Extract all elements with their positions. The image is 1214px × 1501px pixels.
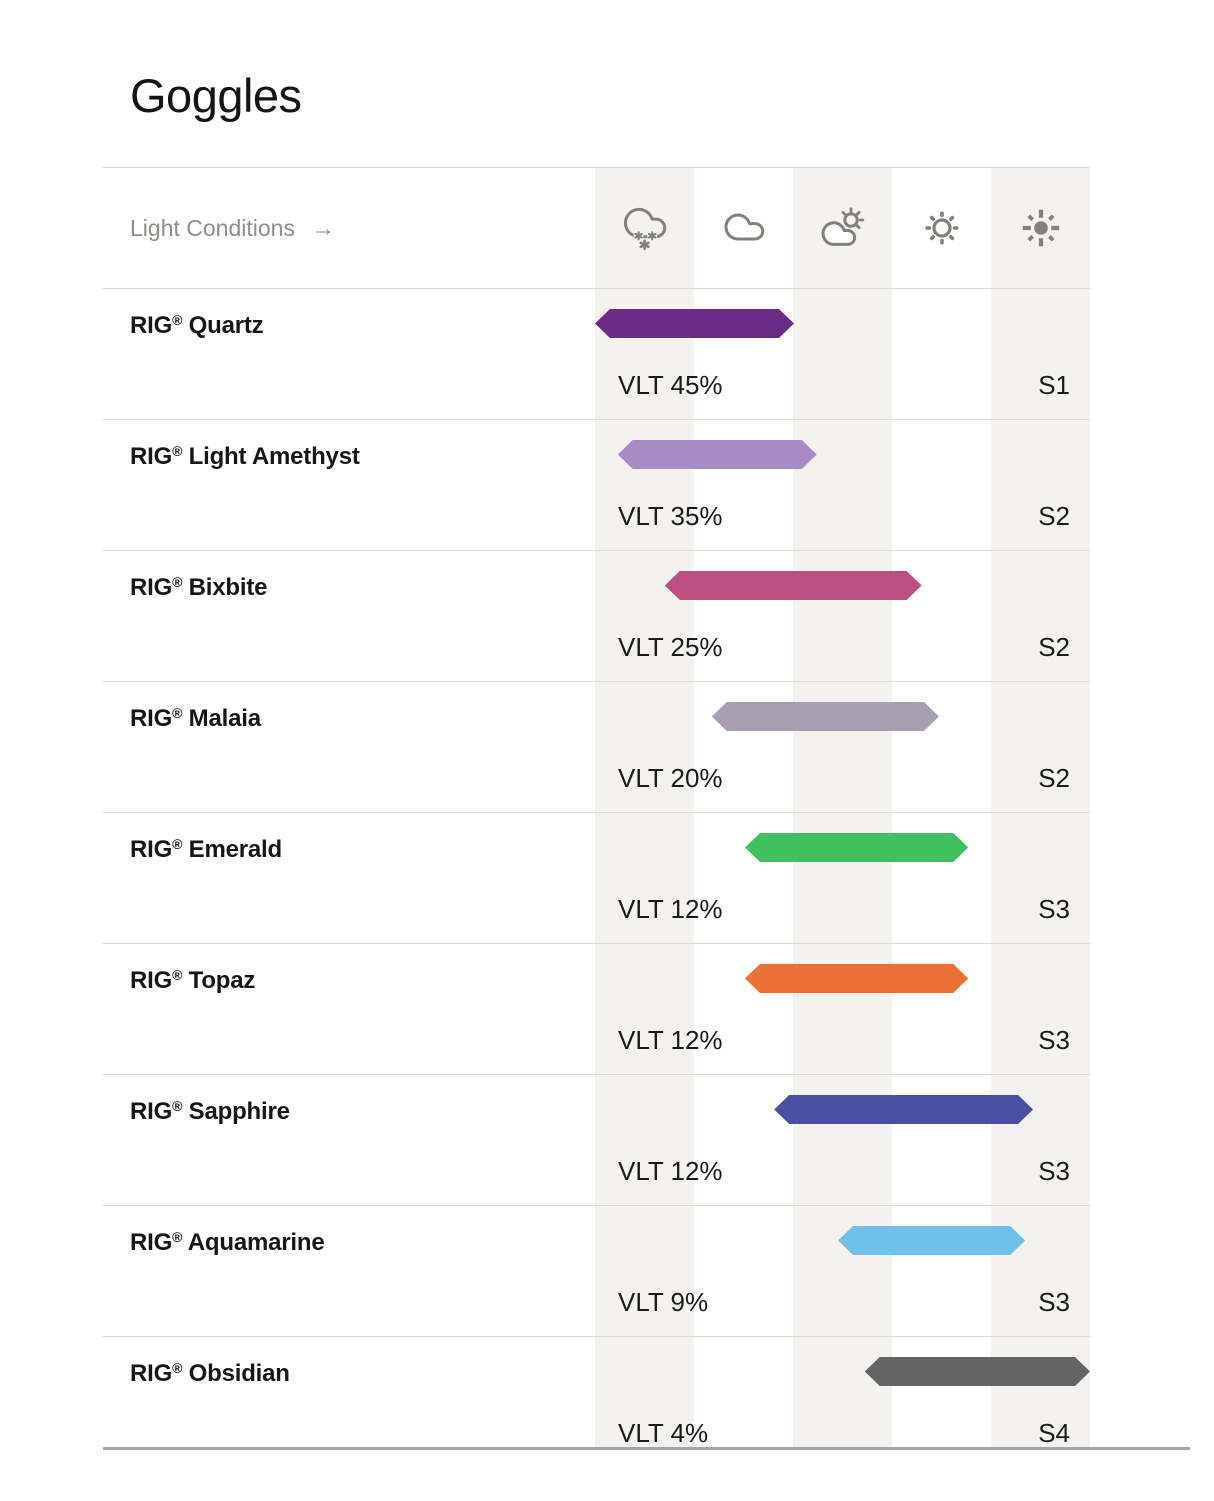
model-text: Malaia [182,705,261,732]
light-conditions-label: Light Conditions [130,215,295,241]
registered-mark: ® [172,705,183,721]
page-title: Goggles [130,69,302,122]
model-text: Emerald [182,836,283,863]
brand-text: RIG [130,836,173,863]
light-range-bar [595,309,794,338]
light-range-bar [665,571,922,600]
model-text: Light Amethyst [182,443,360,470]
vlt-value: VLT 12% [618,894,723,924]
vlt-value: VLT 35% [618,501,723,531]
vlt-value: VLT 9% [618,1287,709,1317]
registered-mark: ® [172,443,183,459]
brand-text: RIG [130,574,173,601]
goggle-name: RIG® Light Amethyst [130,442,360,474]
light-range-bar [865,1357,1090,1386]
light-range-bar [745,833,968,862]
sun-bright-icon [991,168,1090,288]
brand-text: RIG [130,1229,173,1256]
brand-text: RIG [130,967,173,994]
table-header-row: Light Conditions → [103,168,1090,288]
model-text: Bixbite [182,574,268,601]
protection-rating: S3 [1038,894,1070,924]
goggle-row: RIG® Topaz VLT 12% S3 [103,943,1090,1074]
cloud-snow-icon [595,168,694,288]
goggle-row: RIG® Aquamarine VLT 9% S3 [103,1205,1090,1336]
goggle-name: RIG® Topaz [130,966,255,998]
brand-text: RIG [130,312,173,339]
weather-icon-strip [595,168,1090,288]
light-conditions-table: Light Conditions → RIG® Quartz VLT 45% S1… [103,167,1190,1450]
protection-rating: S3 [1038,1287,1070,1317]
goggle-row: RIG® Quartz VLT 45% S1 [103,288,1090,419]
goggle-row: RIG® Bixbite VLT 25% S2 [103,550,1090,681]
brand-text: RIG [130,705,173,732]
model-text: Obsidian [182,1360,290,1387]
registered-mark: ® [172,574,183,590]
goggle-row: RIG® Light Amethyst VLT 35% S2 [103,419,1090,550]
brand-text: RIG [130,1098,173,1125]
registered-mark: ® [172,312,183,328]
goggle-name: RIG® Aquamarine [130,1228,325,1260]
goggle-name: RIG® Sapphire [130,1097,290,1129]
table-bottom-border [103,1447,1190,1450]
protection-rating: S2 [1038,763,1070,793]
light-range-bar [745,964,968,993]
light-conditions-header: Light Conditions → [130,214,335,242]
vlt-value: VLT 12% [618,1156,723,1186]
vlt-value: VLT 45% [618,370,723,400]
registered-mark: ® [172,1229,183,1245]
goggle-row: RIG® Sapphire VLT 12% S3 [103,1074,1090,1205]
column-stripe-snow [595,168,694,1448]
goggle-rows: RIG® Quartz VLT 45% S1 RIG® Light Amethy… [103,288,1090,1457]
vlt-value: VLT 20% [618,763,723,793]
cloud-icon [694,168,793,288]
sun-icon [892,168,991,288]
vlt-value: VLT 12% [618,1025,723,1055]
brand-text: RIG [130,443,173,470]
model-text: Sapphire [182,1098,290,1125]
model-text: Topaz [182,967,256,994]
vlt-value: VLT 25% [618,632,723,662]
goggle-name: RIG® Bixbite [130,573,267,605]
light-range-bar [774,1095,1033,1124]
registered-mark: ® [172,1360,183,1376]
cloud-sun-icon [793,168,892,288]
goggle-name: RIG® Obsidian [130,1359,290,1391]
goggle-row: RIG® Obsidian VLT 4% S4 [103,1336,1090,1457]
model-text: Aquamarine [182,1229,325,1256]
model-text: Quartz [182,312,264,339]
goggle-name: RIG® Emerald [130,835,282,867]
goggle-row: RIG® Malaia VLT 20% S2 [103,681,1090,812]
protection-rating: S3 [1038,1156,1070,1186]
right-arrow-icon: → [310,215,335,242]
goggle-name: RIG® Quartz [130,311,264,343]
brand-text: RIG [130,1360,173,1387]
light-range-bar [838,1226,1025,1255]
protection-rating: S2 [1038,501,1070,531]
protection-rating: S2 [1038,632,1070,662]
goggle-name: RIG® Malaia [130,704,261,736]
vlt-value: VLT 4% [618,1418,709,1448]
goggle-row: RIG® Emerald VLT 12% S3 [103,812,1090,943]
registered-mark: ® [172,967,183,983]
light-range-bar [618,440,817,469]
protection-rating: S3 [1038,1025,1070,1055]
registered-mark: ® [172,836,183,852]
light-range-bar [712,702,939,731]
protection-rating: S4 [1038,1418,1070,1448]
registered-mark: ® [172,1098,183,1114]
protection-rating: S1 [1038,370,1070,400]
